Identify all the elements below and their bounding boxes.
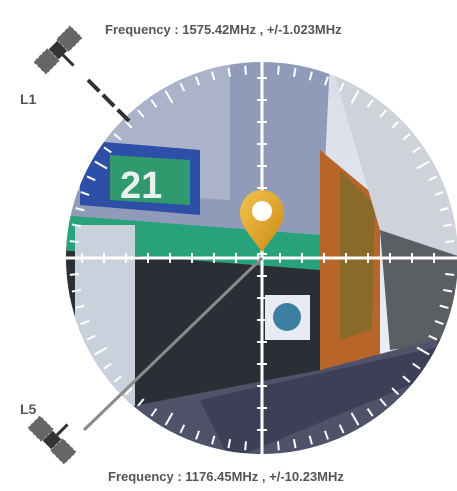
rim-tick [445, 273, 455, 276]
rim-tick [428, 334, 438, 341]
rim-tick [308, 435, 313, 445]
rim-tick [103, 146, 112, 154]
rim-tick [150, 99, 158, 108]
rim-tick [195, 76, 201, 86]
l1-frequency: Frequency : 1575.42MHz , +/-1.023MHz [105, 22, 342, 37]
l5-frequency: Frequency : 1176.45MHz , +/-10.23MHz [108, 469, 344, 484]
rim-tick [113, 375, 122, 383]
rim-tick [244, 441, 247, 451]
svg-text:21: 21 [120, 165, 162, 207]
rim-tick [86, 175, 96, 182]
rim-tick [150, 408, 158, 417]
rim-tick [391, 387, 400, 396]
rim-tick [227, 67, 232, 77]
rim-tick [80, 319, 90, 325]
satellite-l1 [32, 24, 84, 76]
rim-tick [227, 439, 232, 449]
rim-tick [94, 346, 108, 356]
rim-tick [179, 82, 186, 92]
rim-tick [179, 424, 186, 434]
rim-tick [103, 362, 112, 370]
rim-tick [244, 65, 247, 75]
l1-signal [86, 78, 132, 124]
rim-tick [71, 223, 81, 228]
rim-tick [69, 240, 79, 243]
rim-tick [323, 76, 329, 86]
rim-tick [71, 288, 81, 293]
rim-tick [195, 430, 201, 440]
rim-tick [428, 175, 438, 182]
l5-signal [82, 256, 264, 432]
location-pin [240, 190, 284, 252]
l1-label: L1 [20, 91, 37, 107]
rim-tick [86, 334, 96, 341]
rim-tick [416, 346, 430, 356]
rim-tick [443, 288, 453, 293]
rim-tick [323, 430, 329, 440]
rim-tick [292, 439, 297, 449]
rim-tick [412, 362, 421, 370]
rim-tick [308, 71, 313, 81]
rim-tick [80, 191, 90, 197]
rim-tick [379, 109, 387, 118]
rim-tick [443, 223, 453, 228]
rim-tick [379, 398, 387, 407]
rim-tick [137, 109, 145, 118]
rim-tick [75, 304, 85, 309]
rim-tick [391, 120, 400, 129]
rim-tick [338, 424, 345, 434]
rim-tick [366, 408, 374, 417]
rim-tick [137, 398, 145, 407]
rim-tick [350, 412, 360, 426]
rim-tick [434, 319, 444, 325]
rim-tick [94, 160, 108, 170]
rim-tick [402, 375, 411, 383]
rim-tick [277, 65, 280, 75]
rim-tick [277, 441, 280, 451]
rim-tick [75, 207, 85, 212]
rim-tick [338, 82, 345, 92]
rim-tick [439, 207, 449, 212]
rim-tick [113, 133, 122, 141]
rim-tick [439, 304, 449, 309]
rim-tick [164, 412, 174, 426]
rim-tick [445, 240, 455, 243]
rim-tick [124, 387, 133, 396]
rim-tick [350, 90, 360, 104]
l5-label: L5 [20, 401, 37, 417]
rim-tick [211, 71, 216, 81]
rim-tick [69, 273, 79, 276]
rim-tick [412, 146, 421, 154]
rim-tick [292, 67, 297, 77]
rim-tick [402, 133, 411, 141]
rim-tick [434, 191, 444, 197]
rim-tick [124, 120, 133, 129]
rim-tick [164, 90, 174, 104]
rim-tick [211, 435, 216, 445]
rim-tick [366, 99, 374, 108]
rim-tick [416, 160, 430, 170]
